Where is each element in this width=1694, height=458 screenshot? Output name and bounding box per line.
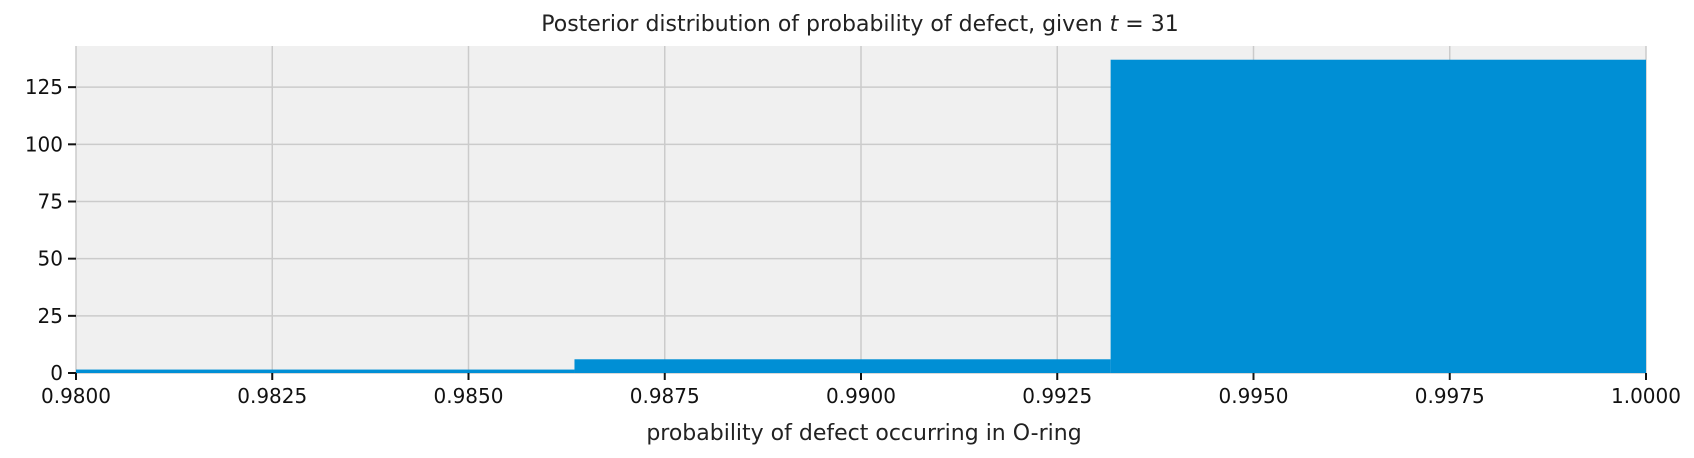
x-axis-ticks: 0.9800 0.9825 0.9850 0.9875 0.9900 0.9925 0.99…: [41, 373, 1681, 408]
x-tick-label: 0.9800: [41, 384, 111, 408]
y-tick-label: 50: [38, 247, 63, 271]
x-tick-label: 0.9975: [1415, 384, 1485, 408]
x-tick-label: 0.9850: [434, 384, 504, 408]
chart-title: Posterior distribution of probability of…: [0, 12, 1694, 37]
title-prefix: Posterior distribution of probability of…: [541, 12, 1110, 37]
y-tick-label: 0: [50, 361, 63, 385]
x-tick-label: 0.9825: [237, 384, 307, 408]
x-tick-label: 0.9950: [1219, 384, 1289, 408]
x-tick-label: 1.0000: [1611, 384, 1681, 408]
histogram-bar: [1110, 59, 1646, 374]
histogram-bar: [574, 359, 1111, 373]
bars: [76, 59, 1646, 374]
y-axis-ticks: 0 25 50 75 100 125: [25, 75, 76, 385]
x-tick-label: 0.9900: [826, 384, 896, 408]
y-tick-label: 75: [38, 189, 63, 213]
x-tick-label: 0.9925: [1022, 384, 1092, 408]
y-tick-label: 25: [38, 304, 63, 328]
title-variable: t: [1109, 12, 1119, 37]
x-axis-label: probability of defect occurring in O-rin…: [646, 421, 1081, 446]
histogram-bar: [76, 369, 575, 373]
x-tick-label: 0.9875: [630, 384, 700, 408]
title-suffix: = 31: [1118, 12, 1179, 37]
y-tick-label: 100: [25, 132, 63, 156]
y-tick-label: 125: [25, 75, 63, 99]
